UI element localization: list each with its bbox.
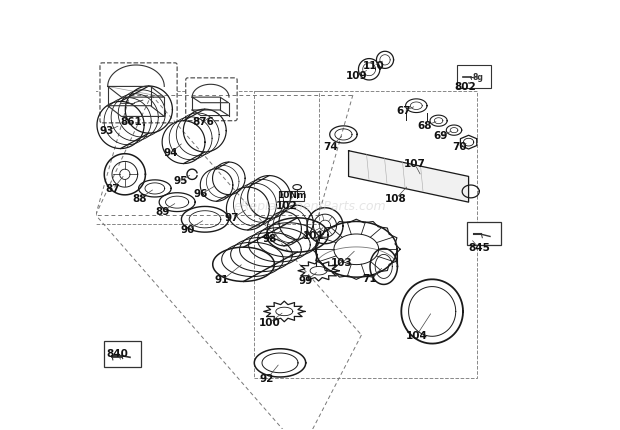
Text: 107: 107 [404, 160, 426, 169]
Text: 71: 71 [363, 274, 378, 284]
Text: 104: 104 [405, 331, 427, 341]
Text: 91: 91 [215, 275, 229, 285]
Text: 802: 802 [454, 82, 476, 92]
Text: 90: 90 [180, 225, 195, 235]
Text: 95: 95 [174, 176, 188, 186]
Text: 93: 93 [99, 126, 113, 136]
Text: 103: 103 [331, 258, 353, 268]
Text: 97: 97 [224, 213, 239, 224]
FancyBboxPatch shape [279, 190, 304, 201]
Text: 69: 69 [433, 131, 448, 141]
FancyBboxPatch shape [467, 222, 501, 246]
Text: 109: 109 [345, 71, 367, 81]
Text: eReplacementParts.com: eReplacementParts.com [234, 200, 386, 213]
Text: 108: 108 [385, 194, 407, 204]
Text: 74: 74 [323, 142, 338, 152]
Text: 845: 845 [468, 243, 490, 253]
Text: 102: 102 [275, 201, 298, 212]
Text: 88: 88 [132, 194, 147, 204]
Text: 94: 94 [164, 148, 178, 158]
Text: 101: 101 [303, 231, 324, 241]
Text: 70: 70 [452, 142, 466, 152]
FancyBboxPatch shape [100, 63, 177, 123]
Text: 96: 96 [193, 190, 208, 200]
Text: 99: 99 [299, 276, 313, 286]
Text: 10Nm: 10Nm [277, 191, 306, 200]
FancyBboxPatch shape [186, 78, 237, 121]
Text: 89: 89 [155, 206, 169, 217]
Text: 876: 876 [193, 117, 215, 126]
Text: 100: 100 [259, 318, 280, 328]
Polygon shape [348, 150, 469, 202]
Text: 92: 92 [260, 374, 274, 384]
Text: 8g: 8g [472, 74, 484, 82]
Text: 87: 87 [105, 184, 120, 194]
Text: 68: 68 [418, 121, 432, 131]
Text: 98: 98 [262, 233, 277, 243]
Text: 110: 110 [363, 61, 384, 71]
FancyBboxPatch shape [456, 64, 491, 88]
Text: 67: 67 [396, 106, 410, 116]
Text: 861: 861 [120, 117, 142, 126]
FancyBboxPatch shape [104, 341, 141, 367]
Text: 840: 840 [106, 349, 128, 359]
